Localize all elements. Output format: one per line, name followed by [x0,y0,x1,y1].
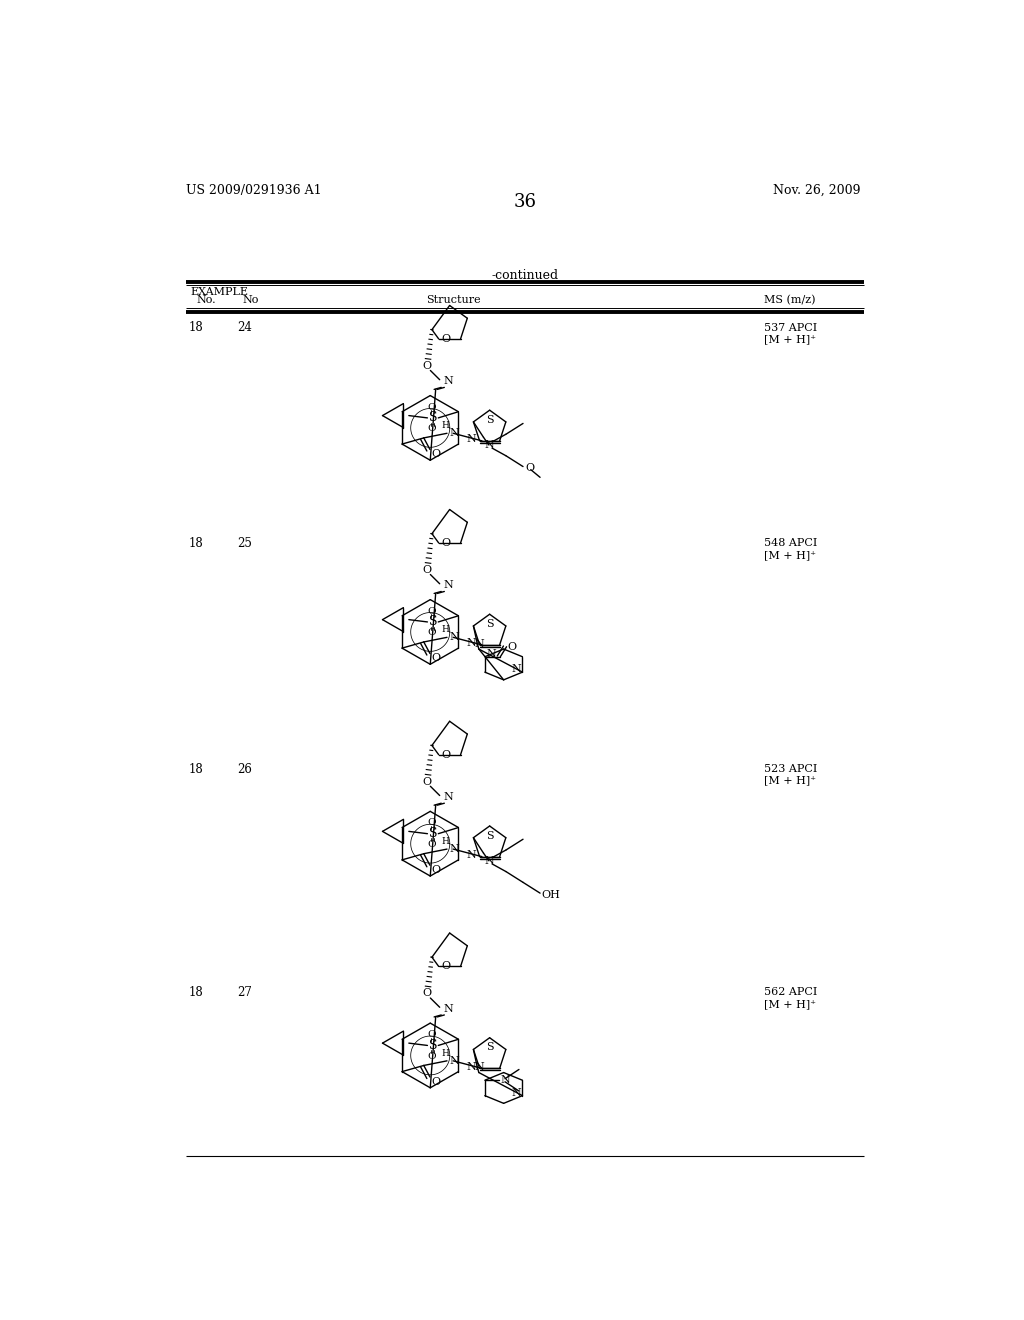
Text: O: O [428,1052,436,1061]
Text: [M + H]⁺: [M + H]⁺ [764,999,815,1008]
Text: N: N [474,639,483,648]
Text: [M + H]⁺: [M + H]⁺ [764,550,815,560]
Text: O: O [428,628,436,638]
Text: N: N [474,1063,483,1072]
Text: O: O [423,360,432,371]
Text: EXAMPLE: EXAMPLE [190,286,248,297]
Text: 523 APCI: 523 APCI [764,764,817,774]
Text: 25: 25 [237,537,252,550]
Text: 26: 26 [237,763,252,776]
Text: H: H [441,626,450,634]
Text: N: N [443,376,454,387]
Text: N: N [511,1088,521,1097]
Text: O: O [525,463,535,473]
Text: O: O [428,1030,436,1039]
Text: N: N [467,1061,476,1072]
Text: Structure: Structure [426,296,481,305]
Text: O: O [428,818,436,828]
Text: 18: 18 [188,321,204,334]
Text: S: S [485,414,494,425]
Text: S: S [429,615,438,628]
Text: MS (m/z): MS (m/z) [764,294,815,305]
Text: N: N [501,1076,510,1085]
Text: N: N [450,843,459,854]
Text: 24: 24 [237,321,252,334]
Text: 36: 36 [513,193,537,211]
Text: O: O [441,750,451,760]
Text: H: H [441,1048,450,1057]
Text: O: O [423,989,432,998]
Text: [M + H]⁺: [M + H]⁺ [764,334,815,345]
Text: US 2009/0291936 A1: US 2009/0291936 A1 [186,185,322,197]
Text: N: N [450,1056,459,1065]
Text: No.: No. [197,296,216,305]
Text: 18: 18 [188,763,204,776]
Text: O: O [441,961,451,972]
Text: H: H [441,421,450,430]
Text: N: N [484,855,494,866]
Text: N: N [467,850,476,861]
Text: S: S [429,828,438,841]
Text: O: O [431,653,440,663]
Text: O: O [423,565,432,576]
Text: 548 APCI: 548 APCI [764,539,817,548]
Text: O: O [431,1077,440,1086]
Text: O: O [428,424,436,433]
Text: N: N [443,581,454,590]
Text: N: N [511,664,521,675]
Text: S: S [429,1039,438,1052]
Text: O: O [428,403,436,412]
Text: N: N [450,428,459,438]
Text: S: S [429,412,438,425]
Text: S: S [485,619,494,628]
Text: 537 APCI: 537 APCI [764,323,817,333]
Text: N: N [450,632,459,643]
Text: O: O [431,449,440,459]
Text: O: O [428,840,436,849]
Text: 18: 18 [188,986,204,999]
Text: O: O [441,539,451,548]
Text: 27: 27 [237,986,252,999]
Text: [M + H]⁺: [M + H]⁺ [764,776,815,785]
Text: O: O [428,607,436,615]
Text: N: N [467,434,476,445]
Text: OH: OH [542,891,560,900]
Text: N: N [484,440,494,450]
Text: O: O [423,776,432,787]
Text: O: O [441,334,451,345]
Text: No: No [243,296,259,305]
Text: O: O [507,642,516,652]
Text: S: S [485,1043,494,1052]
Text: 562 APCI: 562 APCI [764,987,817,998]
Text: N: N [443,792,454,803]
Text: Nov. 26, 2009: Nov. 26, 2009 [773,185,860,197]
Text: S: S [485,830,494,841]
Text: N: N [443,1003,454,1014]
Text: 18: 18 [188,537,204,550]
Text: N: N [467,639,476,648]
Text: H: H [441,837,450,846]
Text: N: N [486,648,497,659]
Text: -continued: -continued [492,269,558,282]
Text: O: O [431,865,440,875]
